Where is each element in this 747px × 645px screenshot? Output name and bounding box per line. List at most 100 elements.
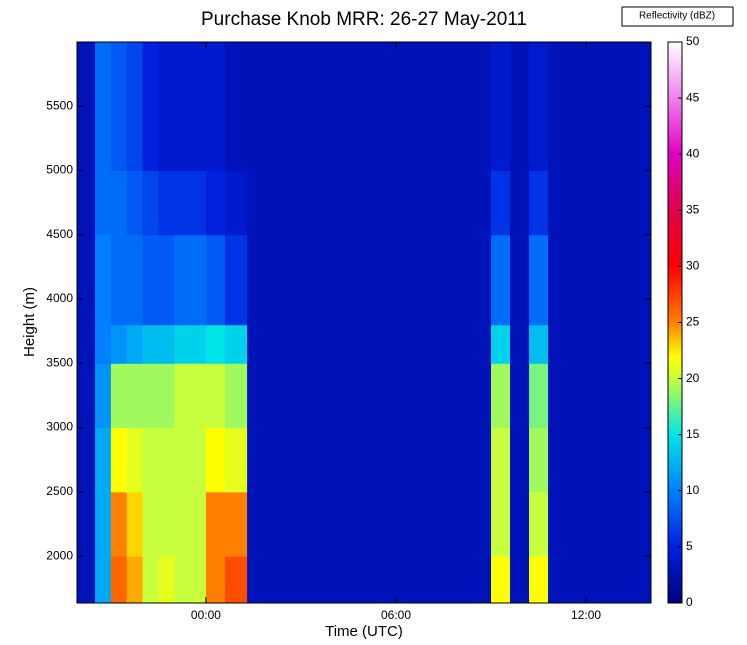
heatmap-cell [174, 556, 191, 604]
heatmap-cell [77, 42, 96, 172]
heatmap-cell [224, 234, 248, 326]
y-tick-label: 3000 [46, 420, 73, 434]
x-tick-label: 12:00 [571, 608, 601, 622]
heatmap-cell [205, 42, 226, 172]
heatmap-cell [190, 491, 207, 557]
heatmap-cell [95, 427, 112, 493]
heatmap-cell [174, 234, 191, 326]
heatmap-cell [529, 234, 549, 326]
heatmap-cell [548, 234, 652, 326]
colorbar-tick-label: 25 [686, 315, 700, 329]
colorbar-tick-label: 10 [686, 483, 700, 497]
heatmap-cell [491, 556, 511, 604]
y-tick-label: 4000 [46, 291, 73, 305]
heatmap-cell [158, 491, 175, 557]
x-tick-label: 06:00 [381, 608, 411, 622]
heatmap-cell [529, 42, 549, 172]
heatmap-cell [110, 363, 128, 429]
heatmap-cell [205, 324, 226, 364]
heatmap-cell [205, 427, 226, 493]
heatmap-cell [205, 363, 226, 429]
heatmap-cell [95, 363, 112, 429]
y-tick-label: 2500 [46, 484, 73, 498]
heatmap-cell [548, 556, 652, 604]
heatmap-cell [77, 170, 96, 236]
y-tick-label: 5500 [46, 98, 73, 112]
heatmap-cell [205, 556, 226, 604]
y-tick-label: 4500 [46, 227, 73, 241]
heatmap-cell [142, 234, 159, 326]
heatmap-cell [529, 363, 549, 429]
heatmap-cell [247, 324, 492, 364]
heatmap-cell [548, 363, 652, 429]
colorbar-tick-label: 30 [686, 259, 700, 273]
heatmap-cell [491, 427, 511, 493]
heatmap-cell [548, 170, 652, 236]
heatmap-cell [110, 324, 128, 364]
heatmap-cell [247, 556, 492, 604]
heatmap-cell [529, 427, 549, 493]
heatmap-cell [510, 556, 530, 604]
heatmap-cell [126, 170, 144, 236]
y-tick-label: 3500 [46, 355, 73, 369]
colorbar-tick-label: 35 [686, 202, 700, 216]
heatmap-cell [510, 170, 530, 236]
heatmap-cell [142, 170, 159, 236]
heatmap-cell [205, 170, 226, 236]
colorbar-tick-label: 50 [686, 34, 700, 48]
heatmap-cell [529, 170, 549, 236]
heatmap-cell [77, 324, 96, 364]
heatmap-cell [247, 491, 492, 557]
heatmap-cell [224, 556, 248, 604]
heatmap-cell [142, 324, 159, 364]
heatmap-cell [205, 234, 226, 326]
heatmap-cell [95, 324, 112, 364]
heatmap-cell [142, 42, 159, 172]
heatmap-cell [158, 170, 175, 236]
heatmap-cell [190, 42, 207, 172]
heatmap-cell [510, 324, 530, 364]
chart-title: Purchase Knob MRR: 26-27 May-2011 [201, 9, 527, 30]
heatmap-cell [158, 324, 175, 364]
heatmap-cell [77, 556, 96, 604]
heatmap-cell [110, 491, 128, 557]
heatmap-cell [158, 42, 175, 172]
heatmap-cell [174, 363, 191, 429]
heatmap-cell [110, 556, 128, 604]
heatmap-cell [247, 234, 492, 326]
heatmap-cell [77, 363, 96, 429]
colorbar-label: Reflectivity (dBZ) [639, 11, 715, 22]
heatmap-cell [174, 491, 191, 557]
heatmap-cell [190, 234, 207, 326]
heatmap-cell [190, 170, 207, 236]
heatmap-cell [158, 363, 175, 429]
heatmap-cell [126, 234, 144, 326]
heatmap-cell [224, 42, 248, 172]
heatmap-cell [158, 556, 175, 604]
y-tick-label: 5000 [46, 163, 73, 177]
heatmap-cell [126, 42, 144, 172]
heatmap-cell [548, 42, 652, 172]
heatmap-cell [126, 491, 144, 557]
colorbar-tick-label: 45 [686, 90, 700, 104]
heatmap-cell [142, 491, 159, 557]
heatmap-cell [142, 427, 159, 493]
heatmap-cell [205, 491, 226, 557]
heatmap-cell [510, 363, 530, 429]
heatmap-cell [224, 491, 248, 557]
heatmap-cell [126, 556, 144, 604]
heatmap-cell [247, 170, 492, 236]
heatmap-cell [126, 427, 144, 493]
heatmap-cell [142, 556, 159, 604]
heatmap-cell [529, 556, 549, 604]
heatmap-cell [224, 324, 248, 364]
heatmap-cell [126, 324, 144, 364]
heatmap-cell [190, 556, 207, 604]
x-axis-label: Time (UTC) [325, 623, 403, 640]
heatmap-cell [529, 491, 549, 557]
heatmap-cell [510, 234, 530, 326]
colorbar-tick-label: 0 [686, 595, 693, 609]
heatmap-cell [110, 234, 128, 326]
colorbar-tick-label: 15 [686, 427, 700, 441]
